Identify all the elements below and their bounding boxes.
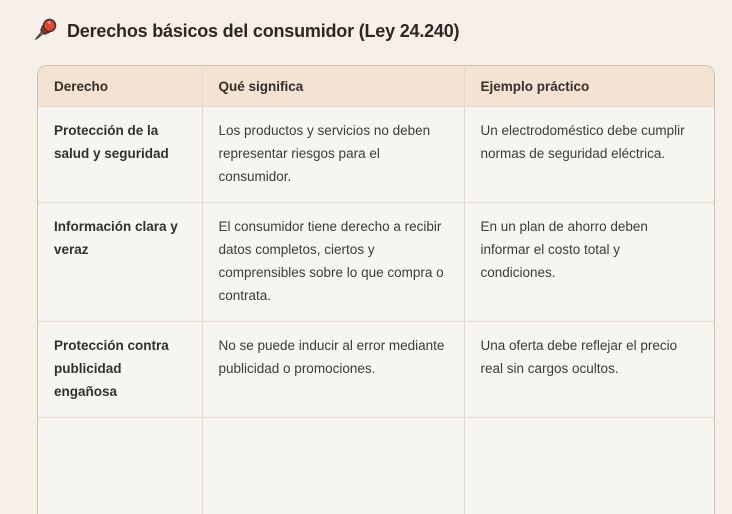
- page-title: Derechos básicos del consumidor (Ley 24.…: [67, 16, 459, 46]
- cell-que-significa: Los productos y servicios no deben repre…: [202, 107, 464, 203]
- table-row: Información clara y veraz El consumidor …: [38, 203, 714, 322]
- cell-ejemplo-practico: [464, 418, 714, 514]
- page-header: Derechos básicos del consumidor (Ley 24.…: [28, 14, 713, 48]
- table-row: Protección de la salud y seguridad Los p…: [38, 107, 714, 203]
- cell-ejemplo-practico: En un plan de ahorro deben informar el c…: [464, 203, 714, 322]
- cell-derecho: [38, 418, 202, 514]
- rights-table: Derecho Qué significa Ejemplo práctico P…: [38, 66, 714, 514]
- cell-que-significa: [202, 418, 464, 514]
- table-header-row: Derecho Qué significa Ejemplo práctico: [38, 66, 714, 107]
- cell-derecho: Información clara y veraz: [38, 203, 202, 322]
- consumer-rights-table: Derecho Qué significa Ejemplo práctico P…: [37, 65, 715, 514]
- cell-derecho: Protección contra publicidad engañosa: [38, 322, 202, 418]
- pushpin-icon: [28, 15, 60, 47]
- cell-que-significa: No se puede inducir al error mediante pu…: [202, 322, 464, 418]
- column-header-que-significa: Qué significa: [202, 66, 464, 107]
- column-header-derecho: Derecho: [38, 66, 202, 107]
- table-row: Protección contra publicidad engañosa No…: [38, 322, 714, 418]
- cell-derecho: Protección de la salud y seguridad: [38, 107, 202, 203]
- cell-ejemplo-practico: Una oferta debe reflejar el precio real …: [464, 322, 714, 418]
- table-row-cutoff: [38, 418, 714, 514]
- cell-que-significa: El consumidor tiene derecho a recibir da…: [202, 203, 464, 322]
- cell-ejemplo-practico: Un electrodoméstico debe cumplir normas …: [464, 107, 714, 203]
- column-header-ejemplo-practico: Ejemplo práctico: [464, 66, 714, 107]
